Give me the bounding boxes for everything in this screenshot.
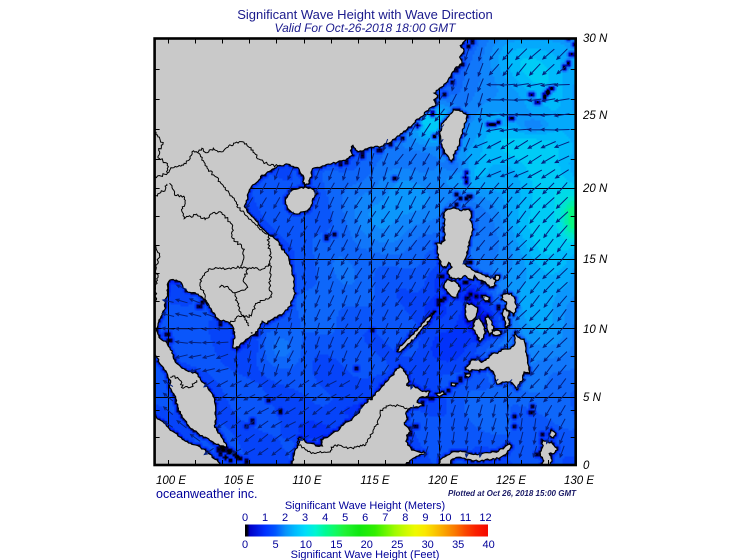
svg-text:30 N: 30 N <box>583 33 608 45</box>
svg-text:3: 3 <box>302 512 308 524</box>
svg-text:15 N: 15 N <box>583 254 608 266</box>
svg-text:5: 5 <box>272 539 278 551</box>
svg-text:0: 0 <box>242 512 248 524</box>
svg-text:11: 11 <box>460 512 471 524</box>
svg-text:105 E: 105 E <box>224 475 254 487</box>
svg-text:Valid For Oct-26-2018 18:00 GM: Valid For Oct-26-2018 18:00 GMT <box>275 21 458 35</box>
svg-text:2: 2 <box>282 512 288 524</box>
svg-text:35: 35 <box>452 539 464 551</box>
svg-text:9: 9 <box>422 512 428 524</box>
svg-text:Plotted at Oct 26, 2018 15:00: Plotted at Oct 26, 2018 15:00 GMT <box>448 489 577 498</box>
svg-text:8: 8 <box>402 512 408 524</box>
svg-text:6: 6 <box>362 512 368 524</box>
svg-text:100 E: 100 E <box>156 475 186 487</box>
svg-text:10 N: 10 N <box>583 324 608 336</box>
svg-text:20: 20 <box>361 539 373 551</box>
svg-text:30: 30 <box>422 539 434 551</box>
svg-text:Significant Wave Height (Feet): Significant Wave Height (Feet) <box>291 549 440 560</box>
svg-text:125 E: 125 E <box>496 475 526 487</box>
svg-text:5: 5 <box>342 512 348 524</box>
svg-text:0: 0 <box>583 460 590 472</box>
svg-text:25: 25 <box>391 539 403 551</box>
svg-text:25 N: 25 N <box>582 110 608 122</box>
svg-text:oceanweather inc.: oceanweather inc. <box>156 487 257 501</box>
svg-text:Significant Wave Height with W: Significant Wave Height with Wave Direct… <box>237 7 493 22</box>
svg-text:40: 40 <box>482 539 494 551</box>
svg-text:10: 10 <box>439 512 451 524</box>
svg-text:10: 10 <box>300 539 312 551</box>
svg-text:Significant Wave Height (Meter: Significant Wave Height (Meters) <box>285 500 445 512</box>
svg-text:4: 4 <box>322 512 328 524</box>
svg-text:15: 15 <box>330 539 342 551</box>
svg-text:115 E: 115 E <box>360 475 390 487</box>
svg-text:1: 1 <box>262 512 268 524</box>
svg-text:110 E: 110 E <box>292 475 322 487</box>
svg-text:7: 7 <box>382 512 388 524</box>
svg-text:12: 12 <box>479 512 491 524</box>
svg-text:130 E: 130 E <box>564 475 594 487</box>
svg-text:20 N: 20 N <box>582 183 608 195</box>
svg-text:5 N: 5 N <box>583 392 602 404</box>
svg-text:120 E: 120 E <box>428 475 458 487</box>
svg-text:0: 0 <box>242 539 248 551</box>
